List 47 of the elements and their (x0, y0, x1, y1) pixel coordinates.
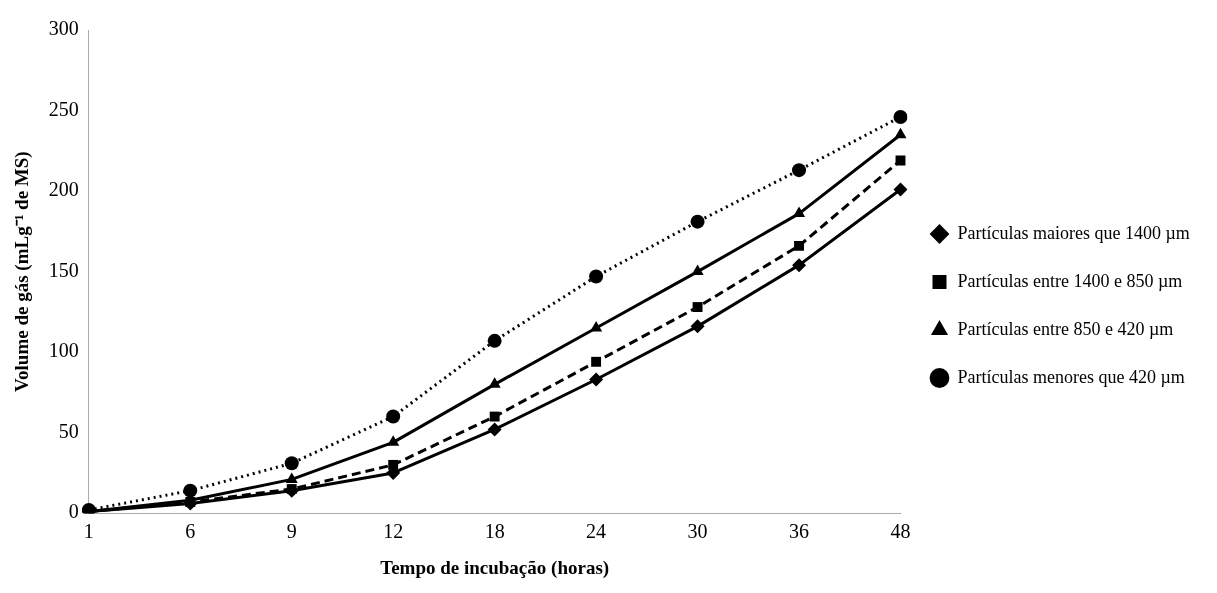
point (284, 483, 299, 498)
point (690, 214, 705, 229)
point (794, 240, 804, 251)
point (690, 319, 705, 334)
legend-label: Partículas menores que 420 µm (957, 366, 1185, 387)
point (284, 456, 299, 471)
point (488, 377, 501, 388)
point (893, 182, 908, 197)
point (792, 163, 807, 178)
point (792, 206, 806, 218)
point (894, 127, 907, 139)
x-tick-label: 12 (383, 520, 404, 543)
x-tick-label: 48 (890, 520, 911, 543)
point (589, 269, 604, 284)
point (692, 302, 703, 312)
y-tick-label: 200 (48, 178, 79, 201)
point (691, 264, 704, 276)
x-tick-label: 18 (484, 520, 505, 543)
point (487, 333, 502, 348)
legend-label: Partículas entre 1400 e 850 µm (957, 270, 1183, 291)
point (792, 258, 807, 273)
point (285, 472, 298, 483)
x-tick-label: 36 (789, 520, 810, 543)
y-axis-title: Volume de gás (mLg⁻¹ de MS) (11, 151, 34, 392)
x-tick-label: 6 (185, 520, 196, 543)
point (487, 422, 502, 437)
y-tick-label: 300 (48, 17, 79, 40)
x-tick-label: 9 (286, 520, 297, 543)
y-tick-label: 100 (48, 339, 79, 362)
x-tick-label: 24 (586, 520, 607, 543)
point (387, 435, 400, 446)
legend-label: Partículas maiores que 1400 µm (957, 222, 1190, 243)
y-tick-label: 0 (68, 500, 79, 523)
legend-label: Partículas entre 850 e 420 µm (957, 318, 1174, 339)
y-tick-label: 250 (48, 97, 79, 120)
point (591, 356, 602, 367)
point (590, 320, 603, 332)
y-tick-label: 150 (48, 258, 79, 281)
x-axis-title: Tempo de incubação (horas) (380, 556, 610, 579)
point (183, 483, 198, 498)
point (489, 411, 500, 422)
point (893, 109, 908, 124)
point (589, 372, 604, 387)
point (386, 409, 401, 424)
x-tick-label: 30 (687, 520, 708, 543)
y-tick-label: 50 (58, 419, 79, 442)
x-tick-label: 1 (83, 520, 94, 543)
